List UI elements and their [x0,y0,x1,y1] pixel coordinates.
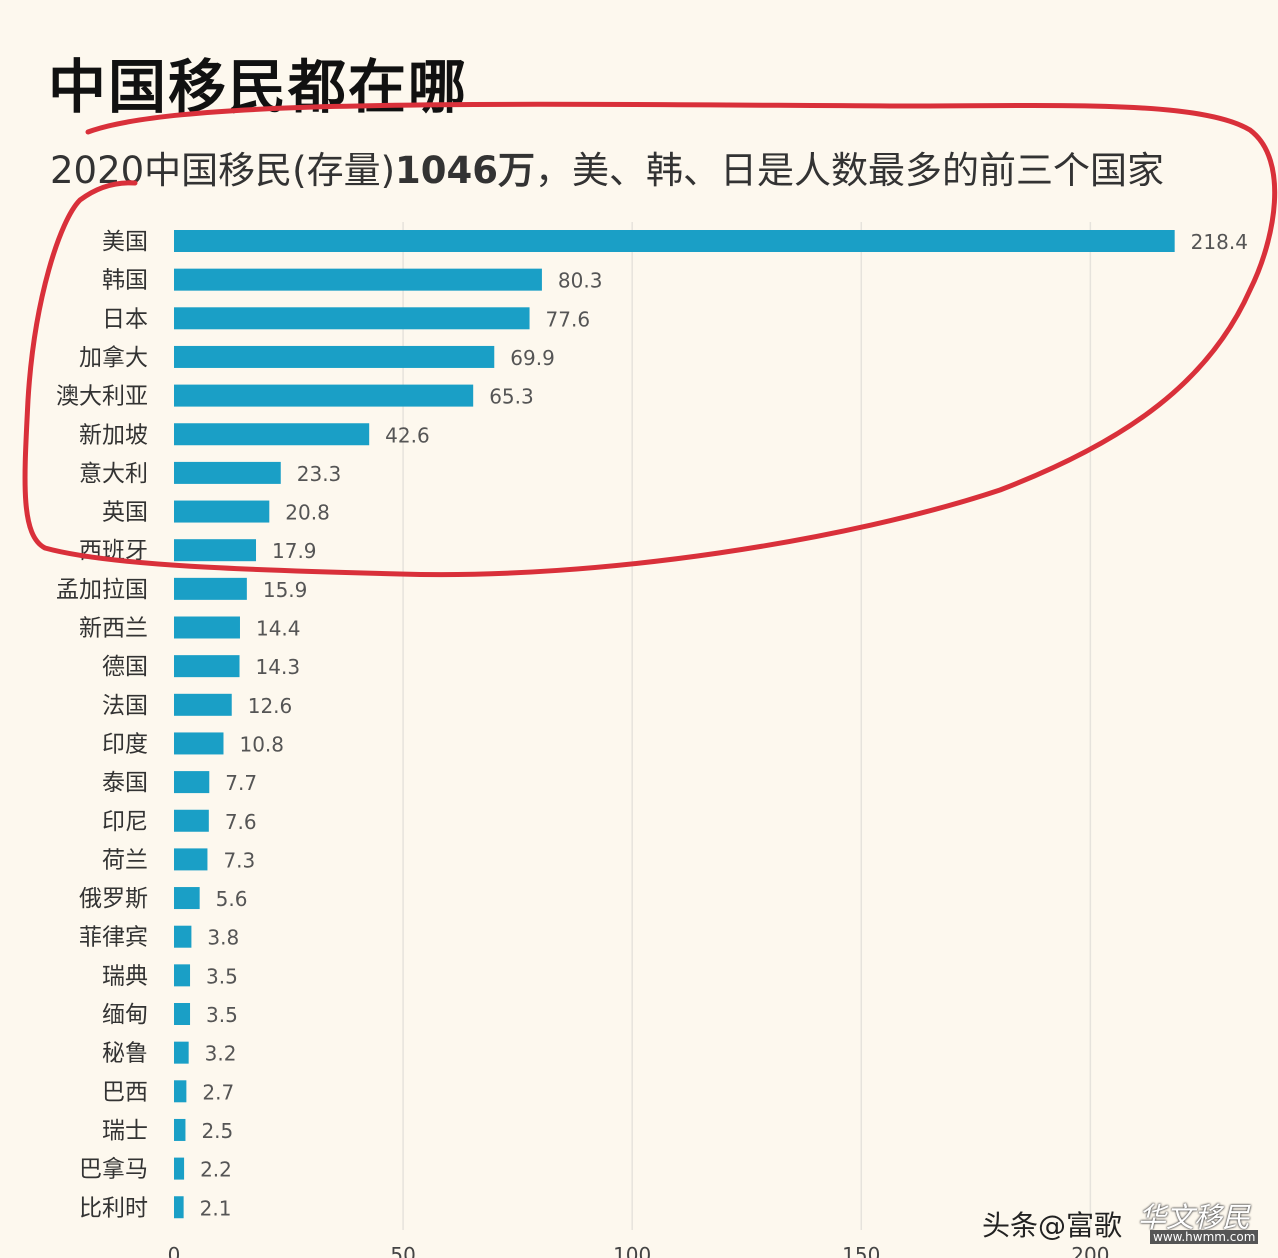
x-tick-label: 200 [1071,1243,1109,1258]
category-label: 德国 [102,654,148,680]
value-label: 42.6 [385,423,430,447]
x-axis-ticks: 0 50 100 150 200 [168,1243,1110,1258]
bar-7 [174,500,270,523]
bar-17 [174,887,200,910]
x-tick-label: 0 [168,1243,181,1258]
value-label: 65.3 [489,385,534,409]
category-label: 荷兰 [102,847,148,873]
category-label: 印尼 [102,809,148,835]
bar-2 [174,307,530,330]
bar-4 [174,384,474,407]
category-label: 美国 [102,229,148,255]
subtitle-total: 1046万 [395,149,536,192]
value-label: 5.6 [216,887,248,911]
category-label: 秘鲁 [102,1041,148,1067]
bar-8 [174,539,257,562]
category-label: 英国 [102,500,148,526]
value-label: 3.5 [206,964,238,988]
bars [174,230,1175,1219]
bar-13 [174,732,224,755]
value-label: 20.8 [285,501,330,525]
value-label: 3.5 [206,1003,238,1027]
bar-19 [174,964,191,987]
category-labels: 美国韩国日本加拿大澳大利亚新加坡意大利英国西班牙孟加拉国新西兰德国法国印度泰国印… [56,229,148,1221]
value-label: 14.3 [256,655,301,679]
value-label: 3.8 [207,926,239,950]
bar-11 [174,655,240,678]
category-label: 加拿大 [79,344,148,371]
value-label: 77.6 [546,307,591,331]
value-label: 69.9 [510,346,555,370]
category-label: 法国 [102,693,148,719]
bar-0 [174,230,1175,252]
category-label: 巴西 [102,1079,148,1105]
subtitle-suffix: ，美、韩、日是人数最多的前三个国家 [535,149,1165,192]
category-label: 澳大利亚 [56,384,148,410]
bar-12 [174,693,232,716]
category-label: 比利时 [79,1195,148,1221]
category-label: 意大利 [79,461,148,487]
category-label: 俄罗斯 [79,886,148,912]
bar-20 [174,1003,191,1025]
bar-24 [174,1157,185,1180]
category-label: 巴拿马 [79,1156,148,1183]
value-label: 12.6 [248,694,293,718]
value-label: 23.3 [297,462,342,486]
x-tick-label: 100 [613,1243,651,1258]
category-label: 瑞典 [102,963,148,989]
category-label: 新加坡 [79,422,148,448]
category-label: 新西兰 [79,616,148,642]
category-label: 日本 [102,306,148,332]
x-tick-label: 50 [390,1243,415,1258]
bar-6 [174,461,281,484]
bar-5 [174,423,370,446]
x-tick-label: 150 [842,1243,880,1258]
value-label: 80.3 [558,269,603,293]
grid-lines [402,222,1092,1230]
value-label: 10.8 [239,732,284,756]
value-label: 17.9 [272,539,317,563]
value-label: 7.3 [223,848,255,872]
value-label: 7.7 [225,771,257,795]
category-label: 瑞士 [102,1118,148,1144]
value-label: 14.4 [256,617,301,641]
bar-3 [174,345,495,368]
bar-22 [174,1080,187,1103]
chart-subtitle: 2020中国移民(存量)1046万，美、韩、日是人数最多的前三个国家 [50,140,1164,194]
value-label: 218.4 [1191,230,1248,254]
bar-23 [174,1118,186,1141]
bar-25 [174,1196,184,1219]
bar-1 [174,268,542,291]
watermark-url: www.hwmm.com [1150,1230,1259,1244]
category-label: 菲律宾 [79,925,148,951]
bar-18 [174,925,192,948]
category-label: 孟加拉国 [56,577,148,603]
value-label: 3.2 [205,1042,237,1066]
bar-9 [174,577,247,600]
category-label: 缅甸 [102,1002,148,1028]
value-labels: 218.4 80.3 77.6 69.9 65.3 42.6 23.3 20.8 17.9 15.… [200,230,1248,1220]
value-label: 2.5 [201,1119,233,1143]
value-label: 15.9 [263,578,308,602]
value-label: 2.2 [200,1158,232,1182]
value-label: 2.7 [202,1080,234,1104]
value-label: 2.1 [200,1196,232,1220]
bar-14 [174,771,210,794]
watermark-text: 头条@富歌 [982,1209,1123,1242]
bar-10 [174,616,240,639]
category-label: 韩国 [102,268,148,294]
bar-15 [174,809,209,832]
category-label: 泰国 [102,770,148,796]
value-label: 7.6 [225,810,257,834]
watermark-logo: 华文移民 [1138,1201,1251,1234]
highlight-ring [22,101,1278,578]
bar-16 [174,848,208,871]
bar-21 [174,1041,189,1064]
category-label: 印度 [102,731,148,757]
